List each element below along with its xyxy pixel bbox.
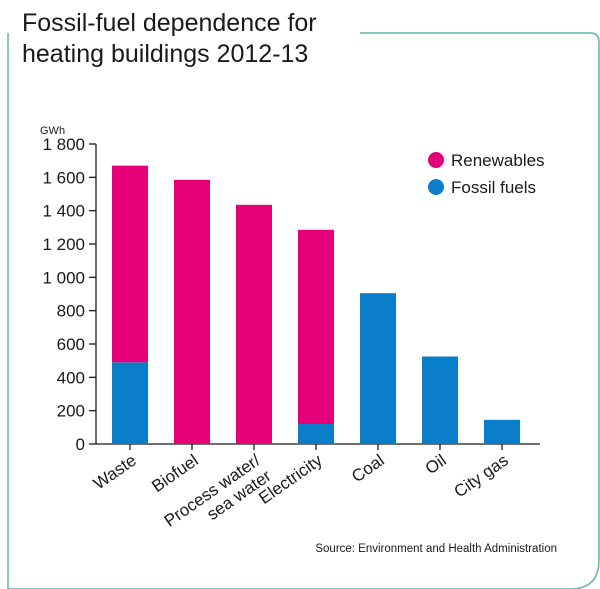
bar-renewables	[236, 204, 272, 444]
x-tick-label: City gas	[451, 451, 512, 502]
bar-renewables	[174, 179, 210, 445]
bar-renewables	[112, 165, 148, 363]
y-tick-label: 400	[57, 368, 85, 387]
y-tick-label: 600	[57, 335, 85, 354]
bar-fossil-fuels	[112, 362, 148, 444]
legend-marker-fossil-fuels	[428, 179, 444, 195]
x-tick-label: Coal	[348, 451, 388, 487]
x-tick-label-text: Coal	[348, 451, 388, 487]
x-tick-label-line: Oil	[422, 451, 450, 478]
chart-title: Fossil-fuel dependence for heating build…	[22, 8, 317, 70]
x-tick-label-line: Waste	[90, 451, 140, 494]
x-tick-label-text: Waste	[90, 451, 140, 494]
y-tick-label: 1 400	[42, 202, 85, 221]
y-tick-label: 800	[57, 302, 85, 321]
chart-title-line-1: Fossil-fuel dependence for	[22, 9, 317, 37]
x-tick-label-text: Oil	[422, 451, 450, 478]
y-tick-label: 1 200	[42, 235, 85, 254]
bar-fossil-fuels	[360, 293, 396, 444]
x-tick-label: Oil	[422, 451, 450, 478]
x-tick-label-line: Biofuel	[148, 451, 201, 496]
x-tick-label-line: City gas	[451, 451, 512, 502]
y-axis-unit-label: GWh	[40, 125, 65, 137]
bar-fossil-fuels	[484, 419, 520, 444]
legend-label-renewables: Renewables	[451, 151, 545, 170]
legend-marker-renewables	[428, 152, 444, 168]
x-tick-label-line: Coal	[348, 451, 388, 487]
legend-label-fossil-fuels: Fossil fuels	[451, 178, 536, 197]
y-tick-label: 0	[76, 435, 85, 454]
chart-title-line-2: heating buildings 2012-13	[22, 40, 309, 68]
bar-fossil-fuels	[298, 424, 334, 444]
frame-border	[7, 32, 600, 589]
x-tick-label-text: Biofuel	[148, 451, 201, 496]
source-note: Source: Environment and Health Administr…	[315, 543, 557, 555]
x-tick-label: Biofuel	[148, 451, 201, 496]
bar-renewables	[298, 229, 334, 424]
bar-fossil-fuels	[422, 356, 458, 444]
x-tick-label-text: City gas	[451, 451, 512, 502]
x-tick-label: Waste	[90, 451, 140, 494]
y-tick-label: 1 000	[42, 268, 85, 287]
y-tick-label: 1 600	[42, 168, 85, 187]
y-tick-label: 1 800	[42, 135, 85, 154]
y-tick-label: 200	[57, 402, 85, 421]
